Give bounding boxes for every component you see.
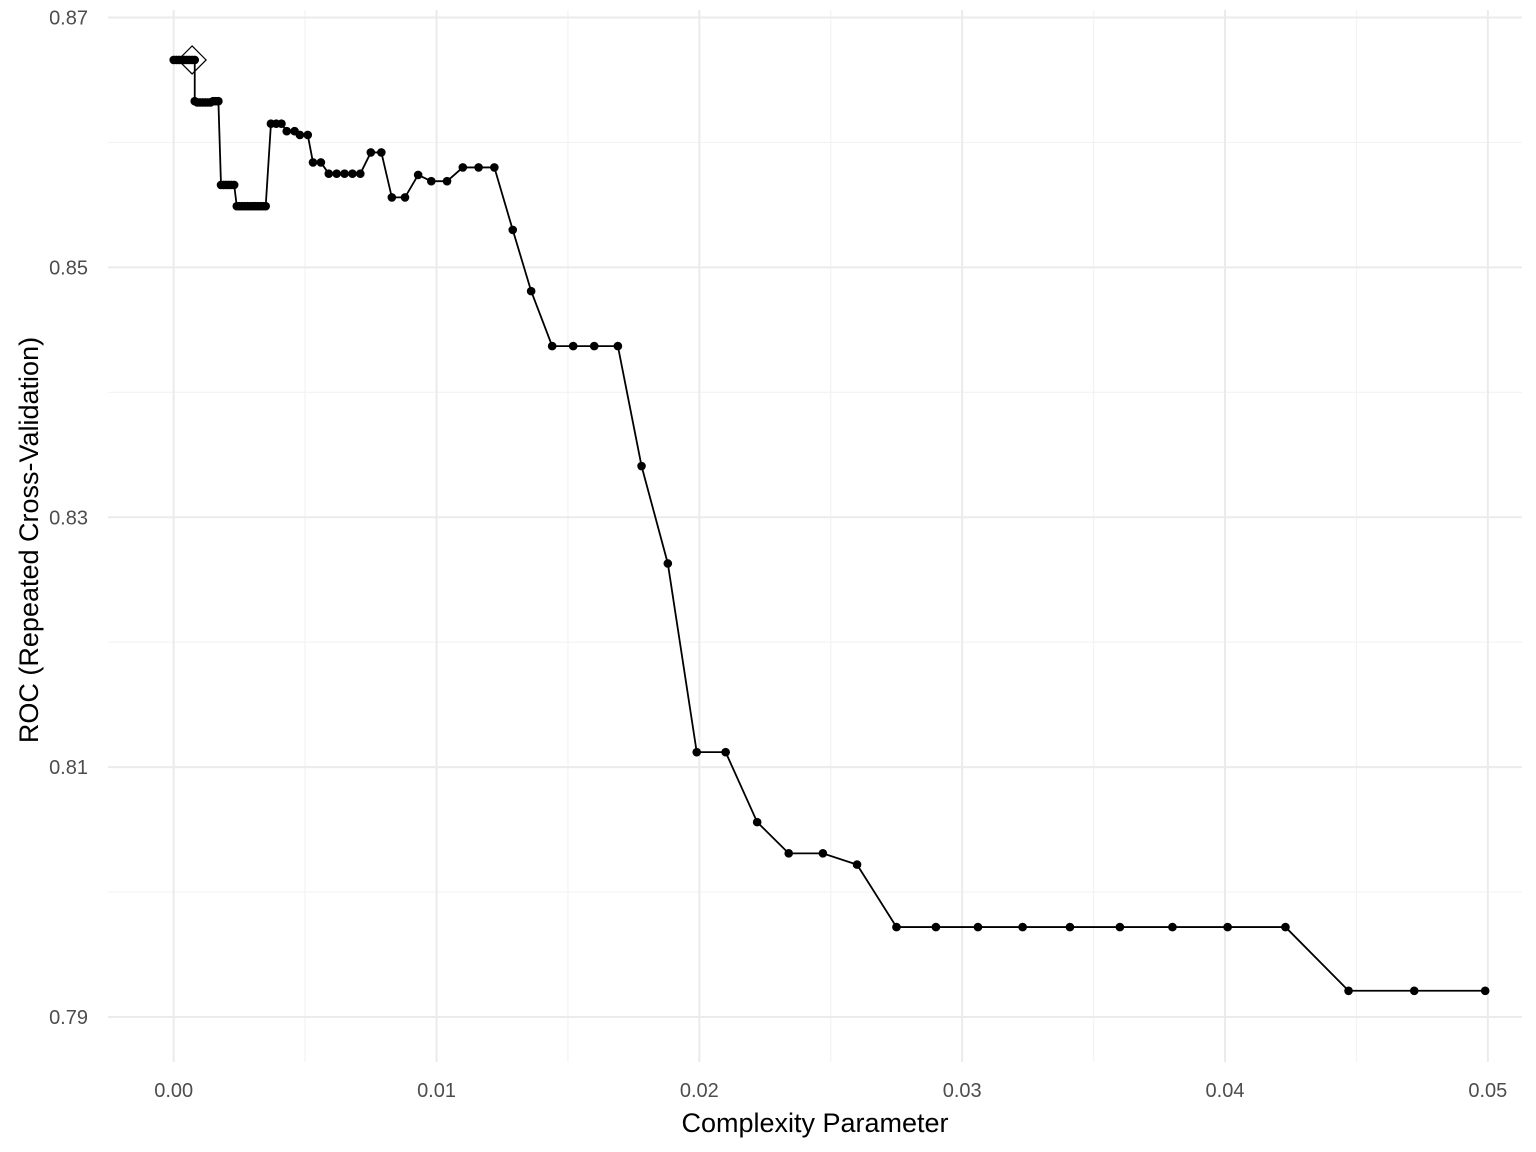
x-axis-title: Complexity Parameter (681, 1108, 948, 1138)
x-tick-label: 0.04 (1206, 1080, 1245, 1102)
data-point (1344, 986, 1353, 996)
data-point (1281, 922, 1290, 932)
data-point (692, 747, 702, 757)
data-point (589, 341, 599, 351)
data-point (547, 341, 557, 351)
data-point (377, 148, 386, 157)
data-point (721, 747, 730, 757)
data-point (214, 96, 223, 106)
data-point (568, 341, 578, 351)
y-axis-ticks: 0.79 0.81 0.83 0.85 0.87 (49, 7, 88, 1029)
data-point (332, 169, 341, 178)
data-point (261, 201, 270, 211)
data-point (1018, 922, 1027, 932)
gridlines (108, 10, 1522, 1062)
y-tick-label: 0.81 (49, 757, 88, 779)
data-point (282, 126, 292, 136)
series-line (173, 59, 1486, 992)
data-point (1065, 922, 1075, 932)
data-point (1115, 922, 1125, 932)
data-point (295, 130, 305, 140)
x-axis-ticks: 0.00 0.01 0.02 0.03 0.04 0.05 (154, 1080, 1507, 1102)
y-tick-label: 0.87 (49, 7, 88, 29)
data-point (892, 922, 901, 932)
data-point (526, 286, 536, 296)
data-point (784, 849, 794, 858)
data-point (1480, 986, 1490, 996)
data-point (1223, 922, 1232, 932)
x-tick-label: 0.05 (1468, 1080, 1507, 1102)
data-point (637, 461, 646, 471)
data-point (474, 163, 483, 172)
x-tick-label: 0.02 (680, 1080, 719, 1102)
x-tick-label: 0.03 (943, 1080, 982, 1102)
data-point (508, 225, 518, 235)
data-point (348, 169, 357, 178)
data-point (1409, 986, 1419, 996)
data-point (442, 176, 452, 186)
data-point (852, 860, 862, 869)
data-point (931, 922, 941, 932)
data-point (190, 55, 200, 65)
x-tick-label: 0.00 (154, 1080, 193, 1102)
data-point (303, 130, 313, 140)
x-tick-label: 0.01 (417, 1080, 456, 1102)
data-series (169, 45, 1490, 996)
data-point (818, 849, 828, 858)
data-point (1168, 922, 1177, 932)
data-point (366, 148, 376, 157)
data-point (426, 176, 436, 186)
data-point (663, 559, 673, 568)
y-tick-label: 0.79 (49, 1007, 88, 1029)
best-value-diamond (177, 45, 207, 75)
data-point (308, 158, 318, 167)
y-tick-label: 0.83 (49, 507, 88, 529)
data-point (229, 180, 239, 190)
data-point (613, 341, 623, 351)
data-point (356, 169, 365, 178)
y-tick-label: 0.85 (49, 257, 88, 279)
data-point (490, 163, 499, 172)
data-point (413, 170, 423, 180)
data-point (340, 169, 349, 178)
data-point (973, 922, 983, 932)
data-point (316, 158, 326, 167)
data-point (458, 163, 468, 172)
data-point (752, 817, 762, 827)
data-point (400, 193, 410, 202)
y-axis-title: ROC (Repeated Cross-Validation) (14, 337, 44, 743)
data-point (277, 119, 286, 128)
data-point (387, 193, 397, 202)
data-point (324, 169, 334, 178)
